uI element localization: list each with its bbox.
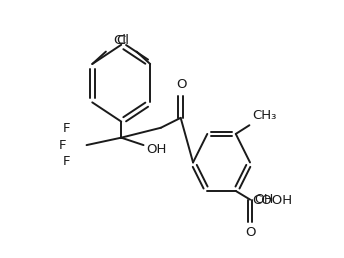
Text: O: O	[177, 78, 187, 91]
Text: COOH: COOH	[252, 194, 293, 207]
Text: Cl: Cl	[117, 34, 130, 47]
Text: OH: OH	[146, 143, 166, 156]
Text: F: F	[59, 139, 67, 152]
Text: OH: OH	[254, 193, 273, 206]
Text: CH₃: CH₃	[252, 109, 277, 122]
Text: Cl: Cl	[113, 34, 126, 47]
Text: F: F	[63, 123, 70, 135]
Text: F: F	[63, 155, 70, 168]
Text: O: O	[245, 226, 255, 239]
